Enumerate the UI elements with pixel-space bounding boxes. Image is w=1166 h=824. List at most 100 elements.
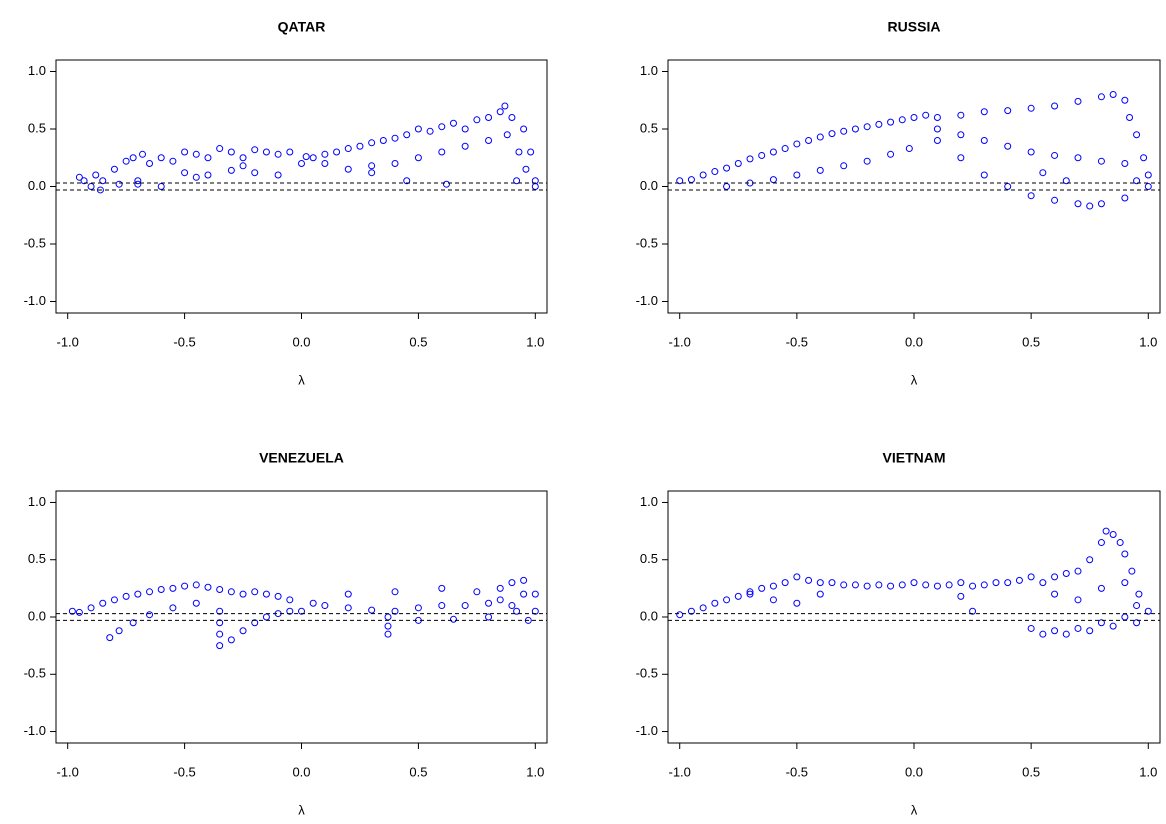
point (531, 590, 539, 598)
point (816, 590, 824, 598)
point (1051, 590, 1059, 598)
point (933, 582, 941, 590)
point (1074, 97, 1082, 105)
x-tick-label: 0.0 (292, 334, 310, 349)
point (863, 582, 871, 590)
point (793, 599, 801, 607)
point (321, 602, 329, 610)
point (115, 627, 123, 635)
y-tick-label: 0.5 (640, 120, 658, 135)
x-tick-label: -1.0 (669, 334, 691, 349)
point (391, 607, 399, 615)
point (204, 583, 212, 591)
point (922, 111, 930, 119)
point (1027, 573, 1035, 581)
point (1126, 114, 1134, 121)
point (286, 607, 294, 615)
point (758, 584, 766, 592)
point (933, 137, 941, 144)
point (239, 154, 247, 162)
point (1004, 183, 1012, 190)
point (449, 119, 457, 127)
point (274, 592, 282, 600)
point (146, 611, 154, 619)
point (992, 579, 1000, 587)
point (769, 596, 777, 604)
y-tick-label: 0.0 (28, 178, 46, 193)
x-axis-label: λ (911, 802, 918, 817)
point (816, 133, 824, 141)
point (461, 125, 469, 133)
point (1004, 142, 1012, 150)
point (106, 634, 114, 642)
x-tick-label: 0.5 (409, 334, 427, 349)
point (957, 111, 965, 119)
point (227, 148, 235, 156)
point (1121, 550, 1129, 558)
panel-title: VENEZUELA (259, 450, 344, 466)
point (115, 180, 123, 188)
plot-frame (667, 490, 1161, 744)
point (333, 148, 341, 156)
y-tick-label: 1.0 (28, 63, 46, 78)
panel-title: RUSSIA (888, 19, 941, 35)
point (1015, 576, 1023, 584)
point (298, 607, 305, 615)
point (1004, 107, 1012, 115)
point (391, 588, 399, 596)
point (711, 599, 719, 607)
point (980, 108, 988, 116)
point (1097, 93, 1105, 101)
point (1062, 569, 1070, 577)
point (344, 165, 352, 173)
point (863, 123, 871, 131)
point (1109, 531, 1117, 539)
point (368, 162, 376, 170)
point (96, 186, 104, 194)
point (1133, 131, 1141, 139)
point (110, 165, 118, 173)
point (746, 590, 754, 598)
point (1144, 607, 1152, 615)
point (321, 150, 329, 158)
point (875, 120, 883, 128)
y-tick-label: -0.5 (636, 666, 658, 681)
point (75, 608, 83, 616)
y-tick-label: 0.0 (640, 608, 658, 623)
point (1097, 157, 1105, 165)
point (1051, 102, 1059, 110)
x-tick-label: -1.0 (669, 764, 691, 779)
x-tick-label: 1.0 (1139, 334, 1157, 349)
point (169, 584, 177, 592)
point (1051, 151, 1059, 159)
point (157, 586, 165, 594)
point (216, 145, 224, 153)
point (520, 125, 528, 133)
x-axis-label: λ (298, 372, 305, 387)
point (793, 140, 801, 148)
point (309, 599, 317, 607)
point (1128, 567, 1136, 575)
point (181, 169, 189, 177)
point (368, 169, 376, 177)
point (781, 579, 789, 587)
point (192, 581, 200, 589)
point (933, 125, 941, 133)
point (793, 171, 801, 179)
point (414, 125, 422, 133)
x-tick-label: 1.0 (526, 764, 544, 779)
point (274, 171, 282, 179)
point (851, 581, 859, 589)
point (1086, 202, 1094, 210)
point (1086, 556, 1094, 564)
point (980, 137, 988, 144)
point (1097, 619, 1105, 627)
point (1140, 154, 1148, 162)
point (251, 619, 259, 627)
point (321, 160, 329, 167)
point (169, 604, 177, 612)
point (513, 177, 521, 185)
point (1062, 630, 1070, 638)
point (508, 579, 516, 587)
point (485, 114, 493, 121)
